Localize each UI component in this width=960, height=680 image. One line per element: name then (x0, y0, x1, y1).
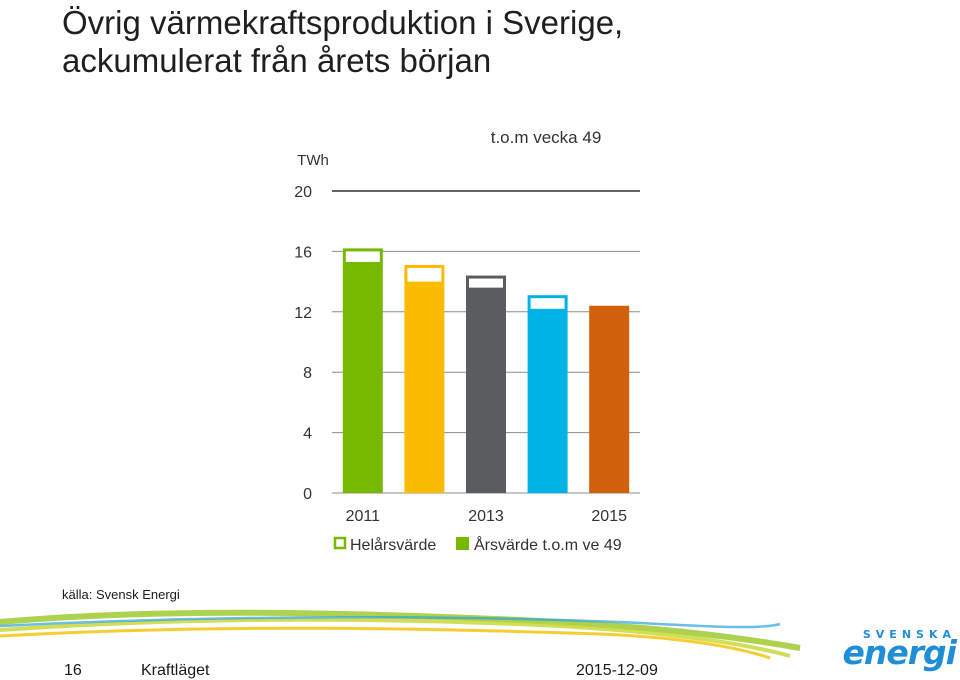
legend-marker-ytd (456, 537, 469, 550)
y-tick-label-0: 0 (303, 486, 312, 503)
y-tick-label-20: 20 (294, 184, 312, 201)
bar-fullyear-2011 (342, 248, 383, 265)
legend-label-ytd: Årsvärde t.o.m ve 49 (474, 535, 622, 554)
y-tick-labels: 0 4 8 12 16 20 (294, 184, 312, 503)
legend-marker-fullyear (333, 536, 347, 550)
bar-fullyear-2013 (466, 275, 506, 291)
bar-fullyear-2014 (527, 295, 568, 312)
bar-ytd-2011 (342, 263, 383, 493)
footer-title: Kraftläget (141, 662, 210, 679)
legend: Helårsvärde Årsvärde t.o.m ve 49 (333, 535, 622, 554)
bar-ytd-2014 (527, 310, 568, 493)
slide-title: Övrig värmekraftsproduktion i Sverige, a… (62, 4, 922, 80)
footer-date: 2015-12-09 (576, 662, 658, 679)
legend-label-fullyear: Helårsvärde (350, 536, 436, 554)
bars (342, 248, 630, 493)
decorative-swoosh (0, 609, 801, 660)
x-tick-labels: 2011 2013 2015 (346, 508, 628, 525)
logo-main-text: energi (842, 633, 957, 672)
bar-ytd-2013 (466, 289, 506, 493)
bar-ytd-2015 (589, 305, 630, 493)
bar-fullyear-2012 (404, 264, 445, 285)
x-tick-label-2011: 2011 (346, 508, 381, 525)
bar-ytd-2012 (404, 283, 445, 493)
source-note: källa: Svensk Energi (62, 587, 180, 602)
y-tick-label-16: 16 (294, 244, 312, 261)
x-tick-label-2015: 2015 (591, 508, 627, 525)
chart-title: t.o.m vecka 49 (491, 128, 602, 147)
title-line-2: ackumulerat från årets början (62, 42, 492, 79)
page-number: 16 (64, 662, 82, 679)
x-tick-label-2013: 2013 (468, 508, 504, 525)
y-tick-label-8: 8 (303, 365, 312, 382)
logo-top-text: SVENSKA (862, 628, 956, 641)
title-line-1: Övrig värmekraftsproduktion i Sverige, (62, 4, 624, 41)
y-tick-label-4: 4 (303, 426, 312, 443)
y-tick-label-12: 12 (294, 305, 312, 322)
y-axis-label: TWh (297, 152, 329, 169)
svensk-energi-logo: SVENSKA energi (843, 628, 960, 670)
